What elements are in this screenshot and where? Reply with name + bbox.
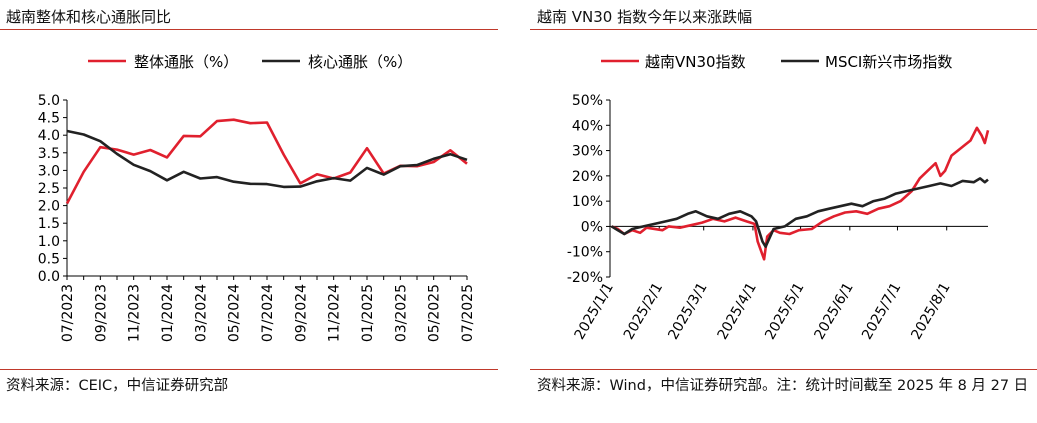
left-legend-label: 整体通胀（%） [134, 53, 238, 71]
right-y-tick-label: 0% [581, 219, 603, 235]
right-legend-label: 越南VN30指数 [645, 53, 746, 71]
right-x-tick-label: 2025/6/1 [811, 280, 856, 342]
left-x-tick-label: 01/2024 [160, 284, 176, 342]
left-y-tick-label: 1.5 [38, 216, 60, 232]
left-y-tick-label: 3.5 [38, 146, 60, 162]
left-x-tick-label: 03/2024 [193, 284, 209, 342]
left-y-tick-label: 2.0 [38, 199, 60, 215]
left-y-tick-label: 4.5 [38, 111, 60, 127]
right-y-tick-label: 10% [572, 194, 603, 210]
msci-em-line [610, 177, 989, 248]
left-y-tick-label: 2.5 [38, 181, 60, 197]
left-y-tick-label: 3.0 [38, 163, 60, 179]
left-x-tick-label: 03/2025 [393, 284, 409, 342]
left-y-tick-label: 0.5 [38, 251, 60, 267]
left-x-tick-label: 07/2023 [60, 284, 76, 342]
left-y-tick-label: 5.0 [38, 93, 60, 109]
right-y-tick-label: 50% [572, 93, 603, 109]
right-legend-label: MSCI新兴市场指数 [825, 53, 952, 71]
left-x-tick-label: 09/2024 [293, 284, 309, 342]
right-x-tick-label: 2025/8/1 [908, 280, 953, 342]
right-y-tick-label: 40% [572, 118, 603, 134]
left-legend-label: 核心通胀（%） [308, 53, 412, 71]
left-y-tick-label: 0.0 [38, 269, 60, 285]
left-x-tick-label: 11/2023 [127, 284, 143, 342]
right-y-tick-label: 20% [572, 169, 603, 185]
right-y-tick-label: -20% [567, 270, 603, 286]
right-bottom-rule [530, 369, 1037, 370]
left-top-rule [0, 29, 498, 30]
left-x-tick-label: 05/2024 [227, 284, 243, 342]
left-bottom-rule [0, 369, 498, 370]
left-chart-title: 越南整体和核心通胀同比 [6, 8, 172, 26]
right-x-tick-label: 2025/5/1 [762, 280, 807, 342]
left-source-note: 资料来源：CEIC，中信证券研究部 [6, 378, 229, 394]
right-source-note: 资料来源：Wind，中信证券研究部。注：统计时间截至 2025 年 8 月 27… [537, 378, 1029, 394]
core-inflation-line [66, 129, 468, 189]
vn30-line [611, 126, 990, 261]
left-x-tick-label: 05/2025 [427, 284, 443, 342]
left-x-tick-label: 01/2025 [360, 284, 376, 342]
right-x-tick-label: 2025/3/1 [665, 280, 710, 342]
right-x-tick-label: 2025/7/1 [859, 280, 904, 342]
left-x-tick-label: 11/2024 [327, 284, 343, 342]
right-x-tick-label: 2025/2/1 [621, 280, 666, 342]
right-top-rule [530, 29, 1037, 30]
right-chart-title: 越南 VN30 指数今年以来涨跌幅 [537, 8, 753, 26]
right-x-tick-label: 2025/1/1 [572, 280, 617, 342]
left-y-tick-label: 1.0 [38, 234, 60, 250]
right-y-tick-label: 30% [572, 144, 603, 160]
right-y-tick-label: -10% [567, 245, 603, 261]
left-x-tick-label: 07/2024 [260, 284, 276, 342]
left-x-tick-label: 09/2023 [93, 284, 109, 342]
right-x-tick-label: 2025/4/1 [715, 280, 760, 342]
left-x-tick-label: 07/2025 [460, 284, 476, 342]
left-y-tick-label: 4.0 [38, 128, 60, 144]
